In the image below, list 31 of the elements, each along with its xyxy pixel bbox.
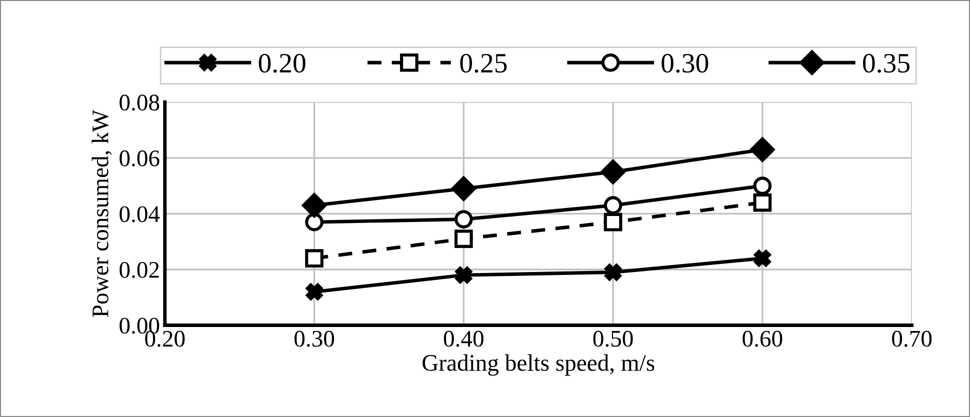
legend-label: 0.30	[662, 54, 708, 73]
y-axis-title: Power consumed, kW	[92, 110, 112, 317]
point	[754, 250, 771, 267]
y-tick-label: 0.02	[120, 262, 159, 278]
point	[451, 176, 476, 201]
point	[600, 160, 626, 184]
point	[604, 264, 622, 281]
legend-label: 0.35	[863, 54, 910, 73]
x-tick-label: 0.40	[444, 330, 484, 347]
point	[454, 230, 473, 248]
y-tick-label: 0.06	[120, 150, 160, 166]
point	[454, 210, 473, 228]
point	[604, 212, 622, 232]
point	[302, 193, 327, 218]
legend-label: 0.25	[460, 54, 507, 73]
point	[750, 137, 775, 162]
point	[305, 249, 324, 268]
point	[455, 266, 472, 284]
x-tick-label: 0.70	[892, 330, 932, 347]
point	[305, 212, 324, 232]
point	[753, 193, 772, 212]
x-tick-label: 0.30	[294, 330, 334, 347]
x-axis-title: Grading belts speed, m/s	[422, 354, 654, 376]
y-tick-label: 0.08	[120, 94, 160, 111]
point	[604, 196, 622, 215]
point	[306, 283, 323, 300]
x-tick-label: 0.60	[742, 330, 782, 347]
point	[753, 176, 772, 195]
x-tick-label: 0.50	[593, 330, 633, 347]
y-tick-label: 0.04	[120, 206, 160, 222]
legend-label: 0.20	[258, 54, 306, 73]
